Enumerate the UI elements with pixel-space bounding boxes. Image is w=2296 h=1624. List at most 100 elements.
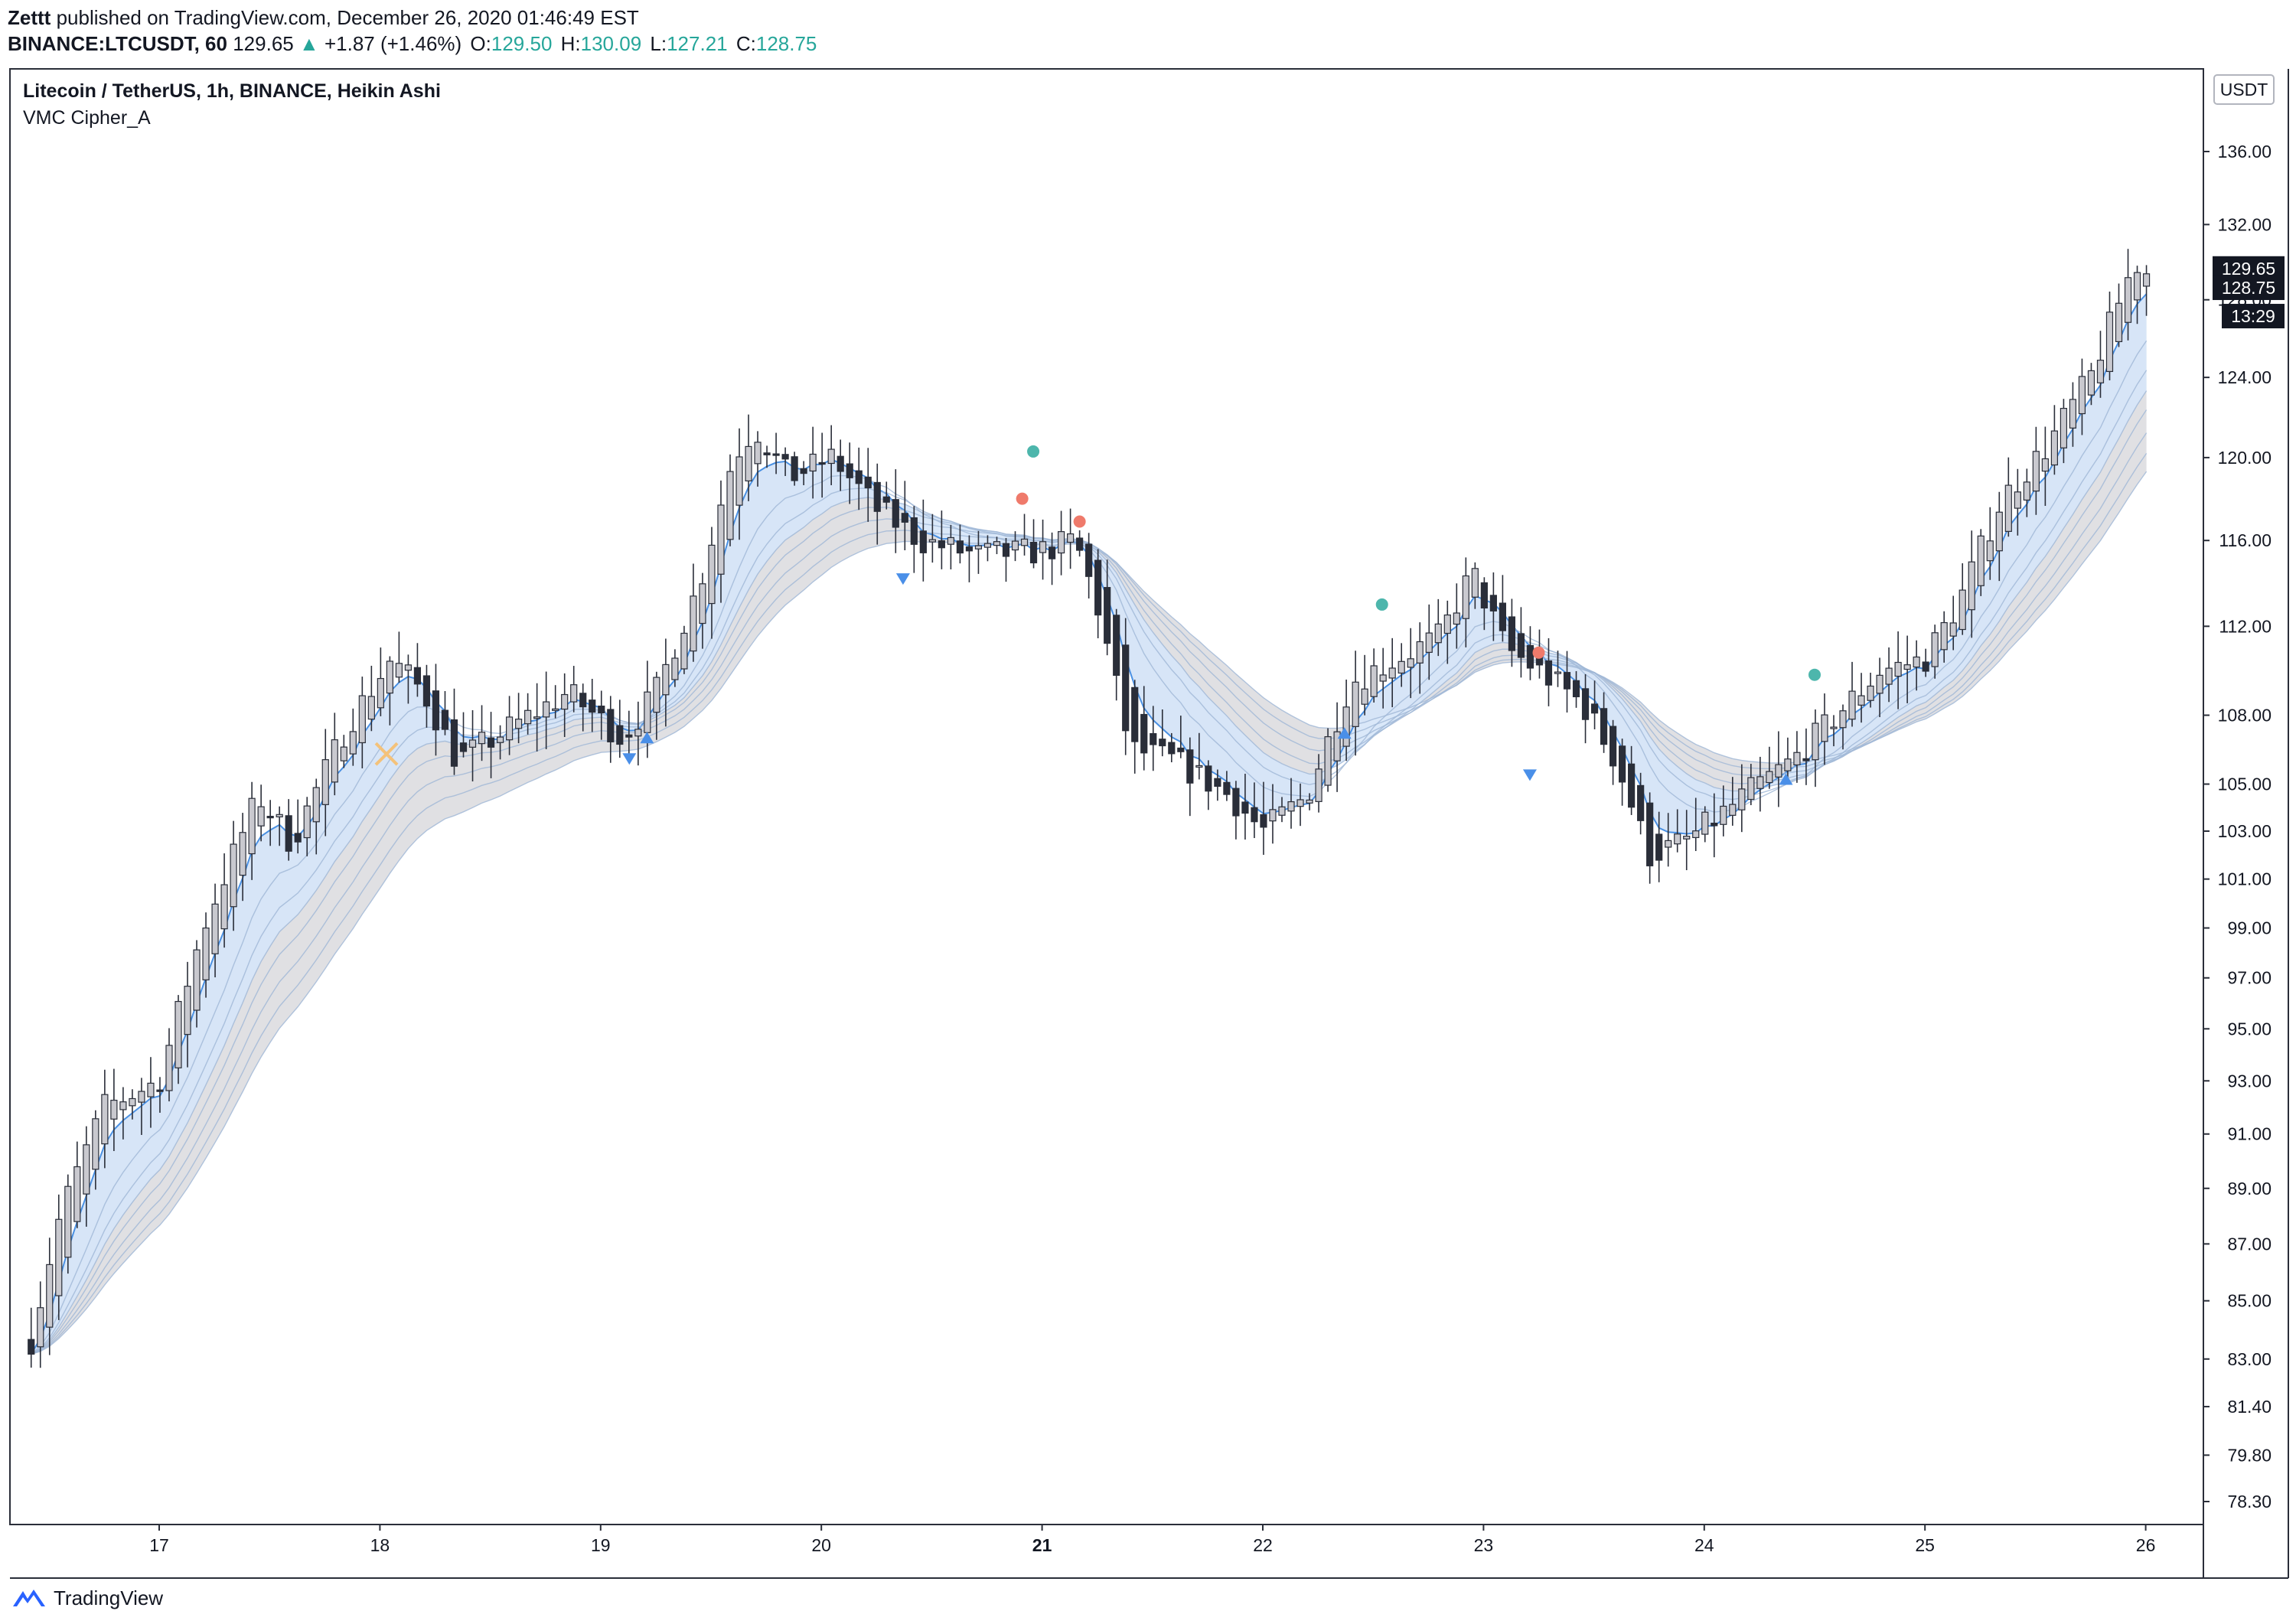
candle	[864, 448, 872, 522]
candle-body	[1766, 771, 1773, 784]
y-tick-label: 95.00	[2227, 1019, 2272, 1039]
candle-body	[321, 759, 329, 805]
candle	[846, 442, 853, 504]
candle	[1848, 661, 1856, 727]
candle	[754, 431, 762, 487]
tradingview-logo-icon[interactable]	[11, 1586, 47, 1609]
green-dot-signal	[1027, 445, 1040, 458]
candle-body	[1499, 602, 1506, 631]
y-tick-label: 108.00	[2218, 706, 2272, 726]
candle-body	[340, 746, 347, 761]
candle-body	[2041, 458, 2049, 472]
candle-body	[827, 448, 835, 465]
candle-body	[1076, 537, 1084, 551]
candle-body	[1195, 765, 1203, 768]
candle-body	[1986, 540, 1994, 562]
candle	[202, 912, 210, 998]
price-axis[interactable]: 136.00132.00128.00124.00120.00116.00112.…	[2203, 142, 2272, 1511]
candle	[1701, 806, 1709, 843]
candle-body	[745, 445, 752, 481]
candle	[174, 995, 182, 1084]
candle-body	[1085, 543, 1093, 577]
candle	[156, 1077, 164, 1113]
candle	[1665, 813, 1672, 867]
candle	[1876, 657, 1883, 718]
author-name[interactable]: Zettt	[8, 6, 51, 29]
candle	[349, 708, 357, 766]
candle	[367, 665, 375, 732]
candle-body	[1269, 809, 1277, 822]
x-tick-label: 24	[1694, 1535, 1714, 1555]
candle-body	[901, 513, 908, 523]
candle-body	[1674, 833, 1681, 845]
candle	[974, 530, 983, 574]
candle-body	[1223, 781, 1231, 795]
candle-body	[119, 1101, 127, 1110]
green-dot-signal	[1808, 668, 1821, 681]
candle	[211, 883, 219, 978]
y-tick-label: 89.00	[2227, 1179, 2272, 1198]
candle	[947, 524, 954, 569]
candle	[1269, 784, 1277, 844]
candle	[1903, 635, 1911, 703]
candle	[432, 664, 440, 756]
candle	[1443, 600, 1451, 664]
candle	[1361, 654, 1368, 716]
candle	[1857, 673, 1865, 723]
candle	[321, 729, 329, 836]
x-tick-label: 26	[2136, 1535, 2156, 1555]
candle	[662, 638, 670, 727]
candle	[220, 853, 228, 948]
candle	[2096, 331, 2105, 398]
candle-body	[1416, 641, 1424, 664]
candle	[468, 709, 477, 782]
y-tick-label: 99.00	[2227, 918, 2272, 938]
time-axis[interactable]: 17 18 19 20 21 22 23 24 25 26	[149, 1525, 2155, 1555]
candle	[1894, 631, 1902, 709]
currency-badge[interactable]: USDT	[2213, 74, 2275, 105]
candle-body	[1756, 776, 1764, 789]
open-value: 129.50	[491, 32, 553, 55]
candle-body	[1683, 836, 1691, 840]
candle	[1544, 638, 1553, 706]
candle	[1913, 640, 1920, 691]
candle-body	[1655, 833, 1663, 861]
candle	[1619, 739, 1626, 806]
candle-body	[257, 806, 265, 827]
candle-body	[882, 496, 890, 503]
y-tick-label: 78.30	[2227, 1492, 2272, 1511]
candle	[1177, 716, 1185, 758]
candle-body	[1029, 541, 1038, 564]
candle	[2142, 265, 2151, 316]
candle-body	[1407, 658, 1414, 668]
y-tick-label: 112.00	[2219, 616, 2272, 636]
candle	[1517, 607, 1525, 678]
y-tick-label: 116.00	[2219, 530, 2272, 550]
candle	[55, 1194, 63, 1320]
candle-body	[1232, 788, 1240, 817]
candle	[901, 481, 908, 551]
candle-body	[2096, 360, 2105, 383]
candle	[965, 535, 974, 582]
candle-body	[1894, 661, 1902, 677]
currency-label: USDT	[2220, 80, 2268, 99]
candle	[2078, 358, 2086, 435]
candle	[1480, 577, 1488, 631]
candle	[147, 1057, 155, 1128]
low-value: 127.21	[667, 32, 728, 55]
candle	[1434, 598, 1442, 657]
y-tick-label: 81.40	[2227, 1397, 2272, 1417]
candle-body	[202, 927, 210, 980]
candle	[983, 535, 992, 562]
candle	[1958, 563, 1966, 635]
candle	[515, 693, 523, 744]
candle-body	[791, 456, 798, 481]
candle-body	[781, 454, 789, 460]
candle	[1113, 608, 1120, 701]
candle	[1867, 672, 1874, 708]
candle	[64, 1174, 72, 1274]
candle	[1453, 583, 1460, 649]
candle-body	[2014, 491, 2021, 509]
candle-body	[1094, 559, 1102, 616]
